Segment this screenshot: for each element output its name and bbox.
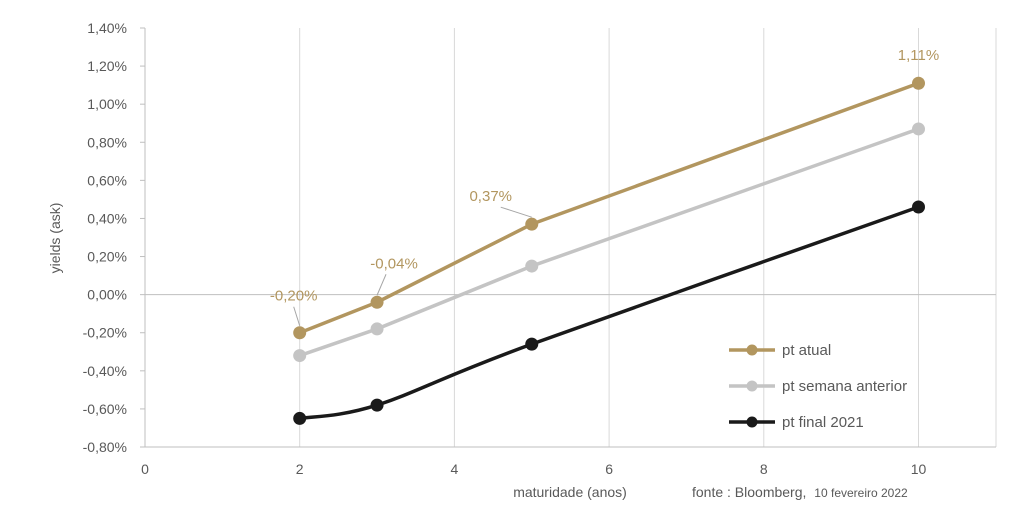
data-label-leader xyxy=(376,274,387,296)
axes xyxy=(144,28,996,448)
x-tick-label: 6 xyxy=(605,461,613,477)
legend: pt atual pt semana anterior pt final 2021 xyxy=(729,342,907,431)
y-tick-label: 1,00% xyxy=(87,96,127,112)
data-label-leader xyxy=(293,306,301,326)
y-tick-label: 0,80% xyxy=(87,134,127,150)
y-tick-label: 0,40% xyxy=(87,210,127,226)
series-line-3 xyxy=(299,205,920,421)
x-tick-labels: 0 2 4 6 8 10 xyxy=(141,461,926,477)
y-tick-label: 0,00% xyxy=(87,287,127,303)
y-tick-label: 1,40% xyxy=(87,20,127,36)
y-tick-label: 1,20% xyxy=(87,58,127,74)
data-labels-layer: -0,20% -0,04% 0,37% 1,11% xyxy=(270,47,939,326)
y-axis-title: yields (ask) xyxy=(47,203,63,274)
series-layer xyxy=(293,76,925,425)
y-tick-label: -0,20% xyxy=(83,325,127,341)
legend-label: pt final 2021 xyxy=(782,414,864,431)
series-3-point xyxy=(525,337,539,351)
series-1-point xyxy=(370,295,384,309)
legend-label: pt semana anterior xyxy=(782,378,907,395)
data-label: -0,20% xyxy=(270,288,318,305)
grid-lines xyxy=(144,28,997,447)
x-axis-title: maturidade (anos) xyxy=(513,484,627,500)
series-1-point xyxy=(525,217,539,231)
x-tick-label: 0 xyxy=(141,461,149,477)
legend-swatch-marker xyxy=(746,344,758,356)
x-tick-label: 2 xyxy=(296,461,304,477)
y-tick-label: 0,20% xyxy=(87,249,127,265)
y-tick-label: -0,80% xyxy=(83,439,127,455)
series-1-point xyxy=(293,326,307,340)
series-2-point xyxy=(370,322,384,336)
series-2-point xyxy=(293,349,307,363)
series-line-1 xyxy=(299,81,920,335)
series-3-point xyxy=(370,398,384,412)
y-tick-labels: 1,40% 1,20% 1,00% 0,80% 0,60% 0,40% 0,20% 0,00%… xyxy=(83,20,145,455)
data-label: -0,04% xyxy=(370,255,418,272)
series-3-point xyxy=(293,411,307,425)
data-label-leader xyxy=(500,206,532,218)
y-tick-label: 0,60% xyxy=(87,172,127,188)
legend-swatch-marker xyxy=(746,416,758,428)
source-date: 10 fevereiro 2022 xyxy=(814,486,908,500)
data-label: 1,11% xyxy=(898,47,939,64)
source-main: fonte : Bloomberg, xyxy=(692,484,806,500)
y-tick-label: -0,40% xyxy=(83,363,127,379)
series-1-point xyxy=(912,76,925,90)
source-note: fonte : Bloomberg, 10 fevereiro 2022 xyxy=(692,484,908,500)
series-2-point xyxy=(525,259,539,273)
x-tick-label: 10 xyxy=(911,461,927,477)
series-2-point xyxy=(912,122,925,136)
series-line-2 xyxy=(299,127,920,358)
y-tick-label: -0,60% xyxy=(83,401,127,417)
series-3-point xyxy=(912,200,925,214)
x-tick-label: 8 xyxy=(760,461,768,477)
legend-swatch-marker xyxy=(746,380,758,392)
x-tick-label: 4 xyxy=(451,461,459,477)
legend-label: pt atual xyxy=(782,342,831,359)
data-label: 0,37% xyxy=(469,188,512,205)
